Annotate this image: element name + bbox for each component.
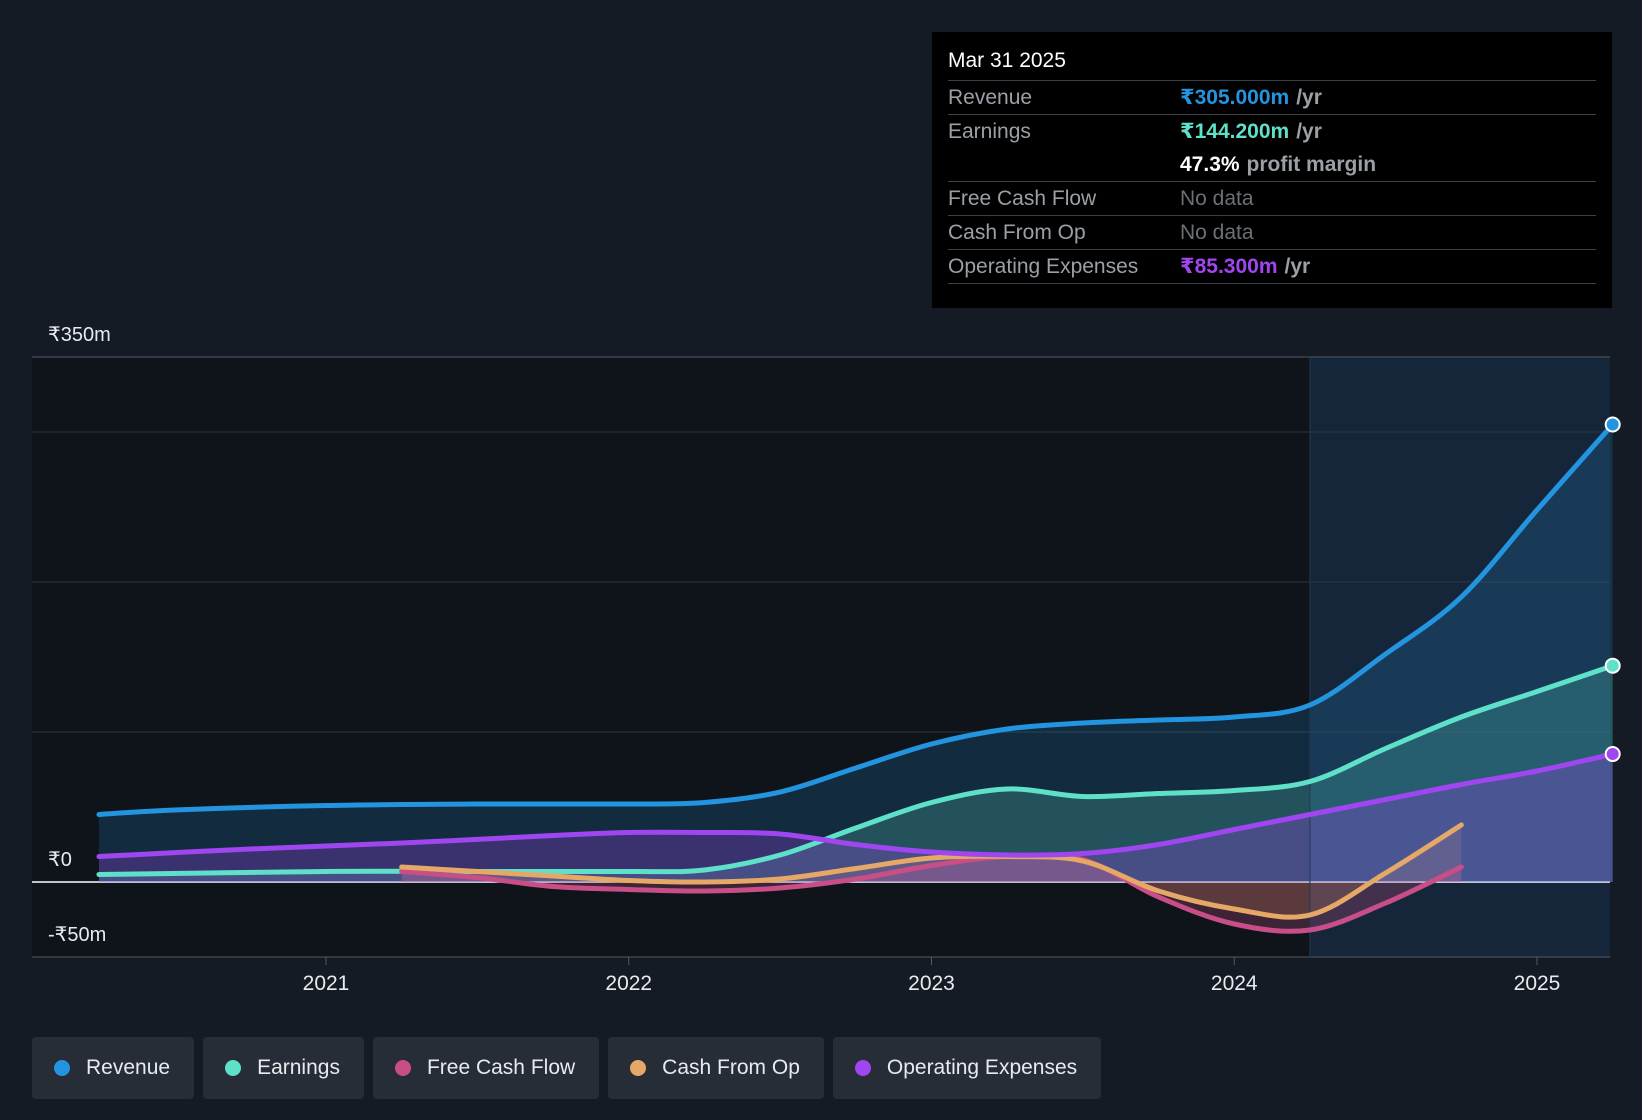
x-tick-label: 2021 [303,972,350,995]
y-axis-label: ₹350m [48,324,111,346]
y-axis-labels: ₹350m ₹0 -₹50m [48,324,111,946]
chart-canvas: ₹350m ₹0 -₹50m 2021 2022 2023 2024 2025 [32,324,1621,995]
tooltip-row-earnings: Earnings ₹144.200m /yr [948,115,1596,148]
forecast-region [1309,357,1610,957]
chart-legend: Revenue Earnings Free Cash Flow Cash Fro… [32,1037,1102,1099]
operating-expenses-dot-icon [854,1060,871,1076]
revenue-dot-icon [54,1060,70,1076]
tooltip-label: Earnings [948,120,1031,143]
tooltip-row-profit-margin: 47.3% profit margin [948,148,1596,182]
y-axis-label: ₹0 [48,849,72,871]
legend-item-revenue[interactable]: Revenue [32,1037,195,1099]
tooltip-cash-from-op-value: No data [1180,221,1254,244]
tooltip-free-cash-flow-value: No data [1180,187,1254,210]
y-axis-label: -₹50m [48,924,106,946]
legend-item-earnings[interactable]: Earnings [203,1037,364,1099]
cash-from-op-area [401,825,1462,918]
x-tick-label: 2025 [1514,972,1561,995]
legend-item-operating-expenses[interactable]: Operating Expenses [832,1037,1102,1099]
tooltip-operating-expenses-value: ₹85.300m [1180,255,1278,278]
revenue-line [96,422,1616,817]
x-axis-ticks: 2021 2022 2023 2024 2025 [303,957,1561,995]
tooltip-label: Cash From Op [948,221,1086,244]
free-cash-flow-dot-icon [394,1060,411,1076]
tooltip-profit-margin-value: 47.3% [1180,153,1240,176]
gridlines [32,356,1610,958]
tooltip-row-cash-from-op: Cash From Op No data [948,216,1596,250]
x-tick-label: 2022 [605,972,652,995]
tooltip-earnings-value: ₹144.200m [1180,120,1290,143]
x-tick-label: 2023 [908,972,955,995]
legend-item-cash-from-op[interactable]: Cash From Op [608,1037,824,1099]
tooltip-date: Mar 31 2025 [948,46,1596,81]
revenue-area [98,424,1613,882]
earnings-end-marker [1604,657,1621,674]
operating-expenses-line [96,751,1616,859]
tooltip-row-free-cash-flow: Free Cash Flow No data [948,182,1596,216]
legend-label: Operating Expenses [886,1056,1078,1079]
revenue-end-marker [1604,416,1621,433]
tooltip-label [948,148,1180,181]
legend-label: Cash From Op [662,1056,800,1079]
operating-expenses-area [98,754,1613,882]
tooltip-label: Operating Expenses [948,255,1139,278]
legend-item-free-cash-flow[interactable]: Free Cash Flow [372,1037,600,1099]
legend-label: Revenue [86,1056,171,1079]
earnings-dot-icon [225,1060,242,1076]
past-region [32,357,1310,957]
tooltip-unit: /yr [1284,255,1311,278]
tooltip-label: Revenue [948,86,1033,109]
tooltip-panel: Mar 31 2025 Revenue ₹305.000m /yr Earnin… [932,32,1612,308]
series-end-markers [1604,416,1621,763]
tooltip-revenue-value: ₹305.000m [1180,86,1290,109]
legend-label: Free Cash Flow [426,1056,576,1079]
x-tick-label: 2024 [1211,972,1258,995]
tooltip-label: Free Cash Flow [948,187,1097,210]
free-cash-flow-line [399,852,1464,934]
cash-from-op-line [399,822,1464,920]
operating-expenses-end-marker [1604,746,1621,763]
tooltip-row-operating-expenses: Operating Expenses ₹85.300m /yr [948,250,1596,284]
tooltip-row-revenue: Revenue ₹305.000m /yr [948,81,1596,115]
tooltip-unit: /yr [1296,86,1322,109]
tooltip-profit-margin-label: profit margin [1246,153,1377,176]
legend-label: Earnings [257,1056,340,1079]
tooltip-unit: /yr [1296,120,1322,143]
series-lines [96,357,1616,957]
cash-from-op-dot-icon [630,1060,647,1076]
